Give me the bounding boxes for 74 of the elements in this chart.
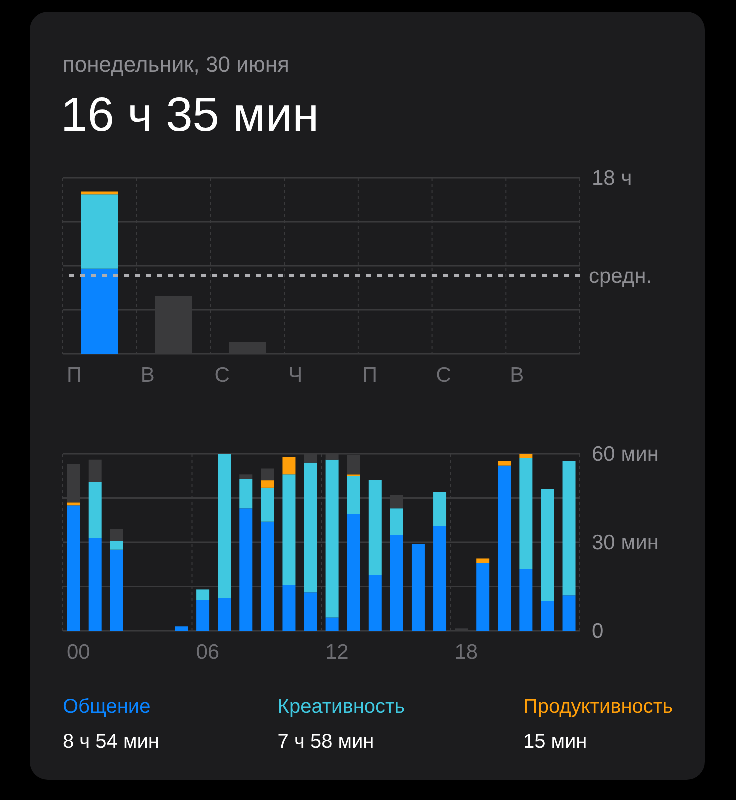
bar: [240, 474, 253, 480]
x-tick-label: С: [214, 364, 230, 387]
bar: [110, 529, 124, 542]
x-tick-label: 06: [196, 641, 220, 664]
bar: [562, 596, 576, 631]
text: Продуктивность: [523, 696, 673, 719]
x-tick-label: П: [362, 364, 378, 387]
bar: [520, 458, 533, 570]
text: 15 мин: [523, 731, 588, 754]
bar: [476, 558, 490, 564]
x-tick-label: Ч: [288, 364, 303, 387]
bar: [261, 468, 274, 481]
bar: [520, 569, 533, 631]
bar: [476, 563, 490, 631]
x-tick-label: 00: [67, 641, 90, 664]
text: Креативность: [278, 696, 406, 719]
bar: [562, 461, 576, 596]
bar: [304, 462, 318, 593]
text: 7 ч 58 мин: [278, 731, 374, 754]
bar: [347, 476, 360, 514]
bar: [261, 522, 274, 631]
bar: [110, 541, 124, 550]
bar: [196, 600, 210, 631]
x-tick-label: В: [140, 364, 155, 387]
y-tick-label: 30 мин: [592, 532, 659, 554]
bar: [434, 526, 447, 631]
chart-title: 16 ч 35 мин: [61, 88, 320, 143]
bar: [240, 508, 253, 631]
x-tick-label: 12: [326, 641, 349, 664]
x-tick-label: С: [436, 364, 452, 387]
bar: [175, 626, 188, 631]
bar: [368, 480, 382, 575]
bar: [347, 514, 360, 631]
bar: [282, 474, 296, 586]
bar: [412, 544, 425, 631]
bar: [218, 454, 232, 599]
bar: [434, 492, 447, 526]
text: 8 ч 54 мин: [63, 731, 160, 754]
bar: [261, 488, 274, 522]
y-tick-label: 0: [592, 620, 604, 643]
bar: [218, 598, 232, 631]
bar: [390, 508, 404, 536]
bar: [81, 268, 118, 354]
y-tick-label: 60 мин: [592, 443, 659, 466]
x-tick-label: П: [67, 364, 82, 387]
text: Общение: [63, 696, 151, 719]
bar: [326, 460, 339, 618]
bar: [520, 454, 533, 458]
bar: [326, 618, 339, 631]
x-tick-label: В: [510, 364, 524, 387]
bar: [67, 506, 80, 631]
bar: [81, 194, 118, 269]
bar: [541, 602, 554, 631]
ref-line-label: средн.: [589, 265, 652, 288]
y-tick-label: 18 ч: [592, 167, 632, 190]
bar: [498, 466, 512, 631]
bar: [81, 192, 118, 195]
bar: [368, 574, 382, 631]
bar: [67, 502, 80, 506]
bar: [240, 479, 253, 509]
bar: [390, 535, 404, 631]
chart-subtitle: понедельник, 30 июня: [63, 52, 290, 78]
bar: [110, 550, 124, 631]
bar: [88, 482, 102, 538]
bar: [541, 489, 554, 602]
bar: [304, 592, 318, 631]
bar: [88, 538, 102, 631]
bar: [88, 460, 102, 482]
bar: [261, 480, 274, 488]
x-tick-label: 18: [454, 641, 478, 664]
bar: [282, 456, 296, 475]
bar: [196, 590, 210, 600]
bar: [282, 585, 296, 631]
bar: [498, 461, 512, 466]
